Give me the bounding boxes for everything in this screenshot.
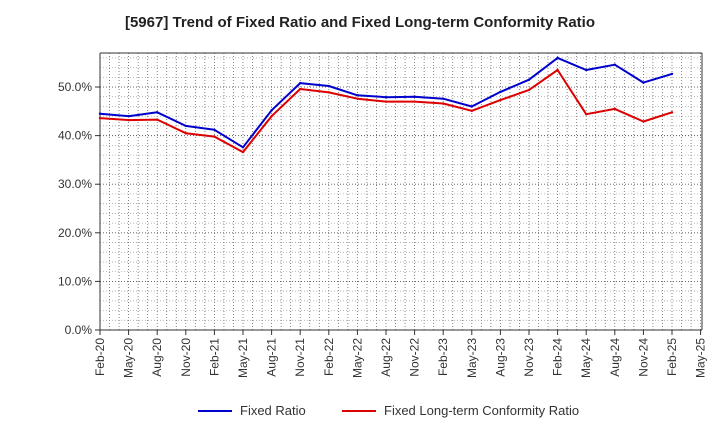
x-tick-label: Aug-21	[265, 338, 279, 377]
data-point	[527, 88, 531, 92]
x-tick-label: Feb-23	[436, 338, 450, 376]
data-point	[356, 94, 359, 97]
data-point	[384, 100, 388, 103]
data-point	[213, 135, 216, 138]
data-point	[556, 56, 559, 60]
data-point	[470, 109, 473, 113]
y-tick-label: 30.0%	[58, 177, 92, 191]
data-point	[184, 124, 187, 128]
data-point	[127, 118, 130, 122]
data-point	[327, 91, 330, 94]
data-point	[499, 98, 502, 102]
data-point	[156, 111, 159, 114]
data-point	[413, 100, 416, 103]
data-point	[156, 118, 159, 121]
data-point	[327, 84, 330, 88]
data-point	[470, 105, 473, 108]
data-point	[642, 120, 645, 123]
data-point	[270, 109, 273, 112]
x-tick-label: Feb-25	[665, 338, 679, 376]
x-tick-label: May-22	[350, 338, 364, 378]
x-tick-label: Feb-22	[322, 338, 336, 376]
data-point	[613, 63, 616, 66]
x-tick-label: Aug-22	[379, 338, 393, 377]
x-tick-label: Aug-20	[150, 338, 164, 377]
x-tick-label: May-23	[465, 338, 479, 378]
x-tick-label: Nov-24	[636, 338, 650, 377]
chart-title: [5967] Trend of Fixed Ratio and Fixed Lo…	[124, 14, 596, 31]
data-point	[585, 113, 588, 116]
x-tick-label: May-25	[694, 338, 708, 378]
y-tick-label: 50.0%	[58, 80, 92, 94]
x-tick-label: Feb-24	[551, 338, 565, 376]
data-point	[670, 111, 674, 114]
y-tick-label: 40.0%	[58, 129, 92, 143]
data-point	[499, 90, 502, 94]
x-tick-label: Nov-22	[408, 338, 422, 377]
data-point	[98, 116, 102, 120]
data-point	[585, 68, 588, 72]
x-tick-label: Aug-24	[608, 338, 622, 377]
data-point	[384, 96, 388, 99]
data-point	[241, 146, 245, 149]
data-point	[270, 114, 273, 118]
data-point	[127, 114, 130, 118]
data-point	[556, 68, 559, 72]
data-point	[613, 107, 616, 111]
x-tick-label: Nov-23	[522, 338, 536, 377]
data-point	[299, 87, 302, 91]
legend-fixed-long-term-conformity-ratio-label: Fixed Long-term Conformity Ratio	[384, 403, 579, 418]
data-point	[213, 128, 216, 131]
data-point	[670, 72, 674, 76]
x-tick-label: May-21	[236, 338, 250, 378]
y-tick-label: 0.0%	[65, 323, 93, 337]
data-point	[442, 97, 445, 100]
data-point	[356, 97, 359, 100]
legend-fixed-ratio-label: Fixed Ratio	[240, 403, 306, 418]
x-tick-label: Feb-20	[93, 338, 107, 376]
x-tick-label: Nov-20	[179, 338, 193, 377]
plot-area	[100, 53, 702, 330]
data-point	[98, 112, 102, 115]
x-tick-label: Aug-23	[493, 338, 507, 377]
x-tick-label: May-24	[579, 338, 593, 378]
y-tick-label: 10.0%	[58, 274, 92, 288]
x-tick-label: Nov-21	[293, 338, 307, 377]
x-tick-label: Feb-21	[207, 338, 221, 376]
data-point	[241, 150, 245, 154]
data-point	[642, 81, 645, 84]
y-tick-label: 20.0%	[58, 226, 92, 240]
data-point	[442, 102, 445, 105]
data-point	[299, 81, 302, 85]
data-point	[527, 78, 531, 81]
data-point	[184, 131, 187, 135]
data-point	[413, 95, 416, 98]
x-tick-label: May-20	[122, 338, 136, 378]
